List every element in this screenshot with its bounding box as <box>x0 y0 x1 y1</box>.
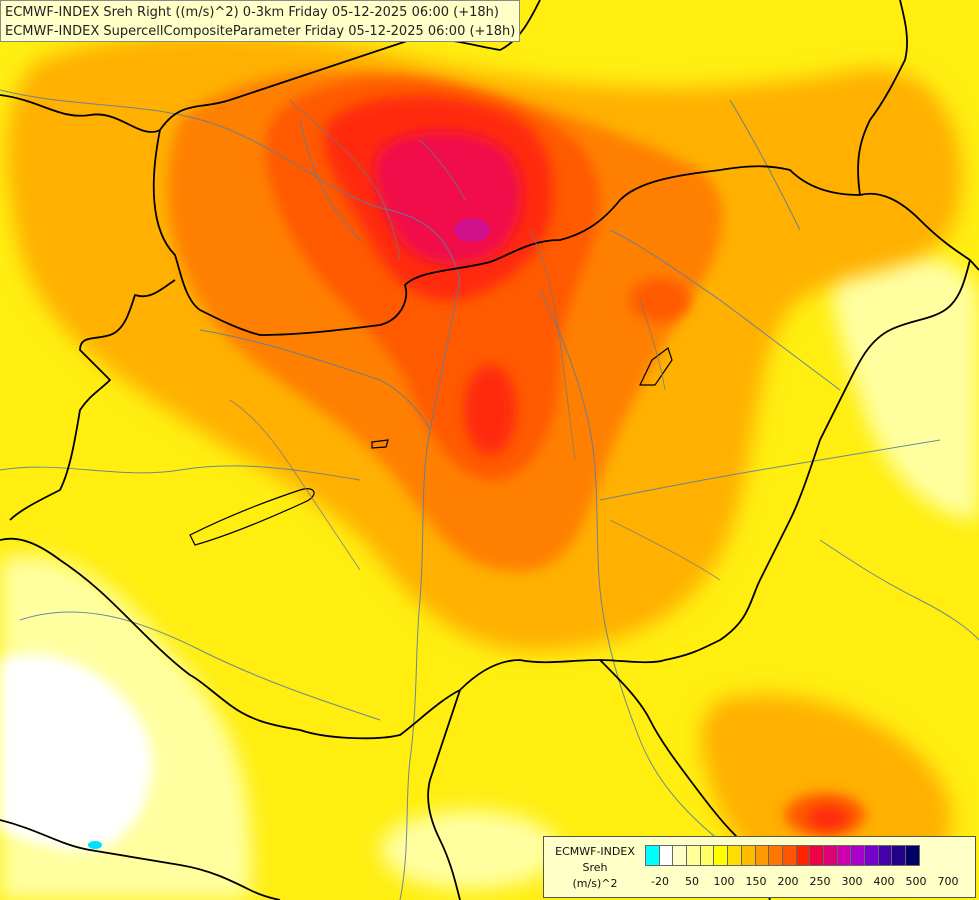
legend-color-bar <box>645 845 920 866</box>
field-cyan-spot <box>88 841 102 849</box>
field-light-east <box>831 247 979 520</box>
legend-title: ECMWF-INDEX <box>555 845 635 858</box>
legend-swatch <box>836 845 852 866</box>
legend-tick: 150 <box>745 875 767 888</box>
legend-tick: 700 <box>937 875 959 888</box>
legend-swatch <box>672 845 688 866</box>
legend-tick: 250 <box>809 875 831 888</box>
legend-swatch <box>905 845 920 866</box>
field-red-south <box>464 365 516 455</box>
legend-unit: (m/s)^2 <box>572 877 618 890</box>
legend-swatch <box>658 845 674 866</box>
legend-tick: 100 <box>713 875 735 888</box>
legend-swatch <box>850 845 865 866</box>
legend-swatch <box>740 845 756 866</box>
legend-swatch <box>877 845 893 866</box>
field-red-orange-east <box>630 278 690 322</box>
title-line-2: ECMWF-INDEX SupercellCompositeParameter … <box>5 24 516 39</box>
legend-tick: 500 <box>905 875 927 888</box>
legend-swatch <box>713 845 729 866</box>
legend-swatch <box>699 845 715 866</box>
legend-swatch <box>686 845 701 866</box>
title-line-1: ECMWF-INDEX Sreh Right ((m/s)^2) 0-3km F… <box>5 5 499 20</box>
legend-swatch <box>795 845 811 866</box>
field-light-south <box>380 810 560 890</box>
legend-tick: 200 <box>777 875 799 888</box>
field-magenta-core <box>454 218 490 242</box>
title-box: ECMWF-INDEX Sreh Right ((m/s)^2) 0-3km F… <box>0 0 520 42</box>
legend-tick: -20 <box>651 875 669 888</box>
legend-swatch <box>822 845 838 866</box>
legend-tick-labels: -20 50 100 150 200 250 300 400 500 700 <box>644 875 974 891</box>
legend-tick: 50 <box>685 875 699 888</box>
legend-swatch <box>891 845 907 866</box>
legend: ECMWF-INDEX Sreh (m/s)^2 -20 50 100 150 200 2… <box>543 836 976 898</box>
legend-swatch <box>768 845 783 866</box>
legend-tick: 300 <box>841 875 863 888</box>
legend-variable: Sreh <box>582 861 608 874</box>
field-white <box>0 653 153 851</box>
field-red-se <box>808 806 848 830</box>
legend-swatch <box>727 845 742 866</box>
lakes <box>189 347 673 546</box>
legend-swatch <box>781 845 797 866</box>
legend-tick: 400 <box>873 875 895 888</box>
legend-swatch <box>645 845 660 866</box>
rivers <box>0 89 979 900</box>
regional-boundaries <box>229 99 721 581</box>
legend-swatch <box>754 845 770 866</box>
legend-swatch <box>809 845 824 866</box>
legend-swatch <box>864 845 879 866</box>
